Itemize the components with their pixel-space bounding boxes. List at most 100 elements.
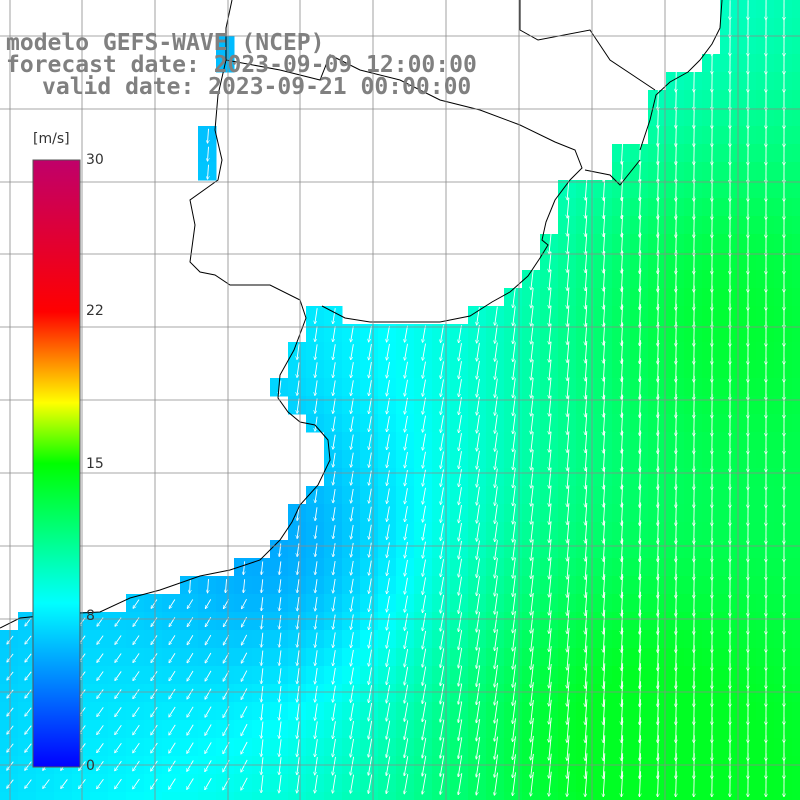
- wind-cell: [774, 198, 793, 217]
- wind-cell: [216, 738, 235, 757]
- wind-cell: [756, 162, 775, 181]
- wind-cell: [378, 486, 397, 505]
- wind-cell: [738, 792, 757, 800]
- wind-cell: [504, 540, 523, 559]
- wind-cell: [108, 774, 127, 793]
- wind-cell: [648, 396, 667, 415]
- wind-cell: [792, 738, 800, 757]
- wind-cell: [738, 360, 757, 379]
- wind-cell: [630, 684, 649, 703]
- wind-cell: [486, 432, 505, 451]
- wind-cell: [90, 774, 109, 793]
- wind-cell: [684, 144, 703, 163]
- wind-cell: [576, 288, 595, 307]
- wind-cell: [702, 612, 721, 631]
- wind-arrow: [585, 251, 588, 273]
- wind-cell: [288, 738, 307, 757]
- wind-cell: [324, 558, 343, 577]
- wind-cell: [630, 360, 649, 379]
- wind-arrow: [621, 232, 622, 255]
- wind-cell: [792, 378, 800, 397]
- wind-cell: [702, 558, 721, 577]
- wind-cell: [306, 486, 325, 505]
- wind-cell: [540, 288, 559, 307]
- wind-cell: [378, 702, 397, 721]
- wind-arrow: [676, 89, 677, 110]
- wind-cell: [288, 774, 307, 793]
- wind-cell: [162, 774, 181, 793]
- wind-cell: [540, 612, 559, 631]
- wind-cell: [630, 702, 649, 721]
- wind-cell: [612, 288, 631, 307]
- wind-cell: [522, 396, 541, 415]
- wind-cell: [450, 504, 469, 523]
- wind-cell: [540, 414, 559, 433]
- wind-arrow: [621, 143, 622, 165]
- wind-cell: [558, 450, 577, 469]
- wind-cell: [468, 792, 487, 800]
- wind-cell: [108, 612, 127, 631]
- wind-cell: [774, 216, 793, 235]
- wind-cell: [666, 198, 685, 217]
- wind-cell: [612, 180, 631, 199]
- wind-cell: [756, 288, 775, 307]
- wind-arrow: [585, 269, 588, 291]
- wind-cell: [756, 270, 775, 289]
- wind-cell: [468, 612, 487, 631]
- wind-cell: [684, 324, 703, 343]
- wind-cell: [522, 486, 541, 505]
- wind-cell: [180, 666, 199, 685]
- wind-cell: [666, 504, 685, 523]
- wind-cell: [234, 594, 253, 613]
- wind-cell: [630, 738, 649, 757]
- wind-cell: [558, 198, 577, 217]
- wind-cell: [396, 576, 415, 595]
- wind-cell: [630, 324, 649, 343]
- wind-cell: [504, 720, 523, 739]
- wind-arrow: [640, 214, 641, 238]
- wind-cell: [558, 324, 577, 343]
- wind-cell: [180, 630, 199, 649]
- wind-cell: [630, 450, 649, 469]
- wind-arrow: [621, 250, 622, 274]
- wind-cell: [648, 414, 667, 433]
- wind-cell: [738, 306, 757, 325]
- wind-cell: [360, 576, 379, 595]
- wind-cell: [738, 0, 757, 19]
- wind-cell: [252, 576, 271, 595]
- wind-cell: [702, 468, 721, 487]
- wind-cell: [342, 684, 361, 703]
- wind-cell: [774, 378, 793, 397]
- wind-cell: [342, 360, 361, 379]
- wind-cell: [414, 486, 433, 505]
- wind-cell: [324, 342, 343, 361]
- wind-cell: [738, 522, 757, 541]
- wind-cell: [594, 180, 613, 199]
- wind-cell: [540, 252, 559, 271]
- wind-cell: [522, 558, 541, 577]
- wind-cell: [774, 666, 793, 685]
- colorbar-tick-22: 22: [86, 303, 104, 319]
- wind-cell: [792, 162, 800, 181]
- wind-cell: [594, 234, 613, 253]
- wind-cell: [198, 648, 217, 667]
- wind-cell: [612, 720, 631, 739]
- wind-cell: [720, 558, 739, 577]
- wind-cell: [612, 666, 631, 685]
- wind-cell: [486, 648, 505, 667]
- wind-cell: [396, 558, 415, 577]
- wind-cell: [288, 666, 307, 685]
- colorbar-units: [m/s]: [33, 131, 70, 147]
- wind-cell: [414, 432, 433, 451]
- wind-cell: [648, 666, 667, 685]
- wind-cell: [702, 342, 721, 361]
- wind-cell: [720, 90, 739, 109]
- wind-cell: [108, 648, 127, 667]
- wind-cell: [756, 0, 775, 19]
- wind-cell: [666, 648, 685, 667]
- wind-arrow: [207, 146, 208, 161]
- wind-cell: [468, 504, 487, 523]
- wind-arrow: [603, 179, 604, 201]
- wind-cell: [288, 540, 307, 559]
